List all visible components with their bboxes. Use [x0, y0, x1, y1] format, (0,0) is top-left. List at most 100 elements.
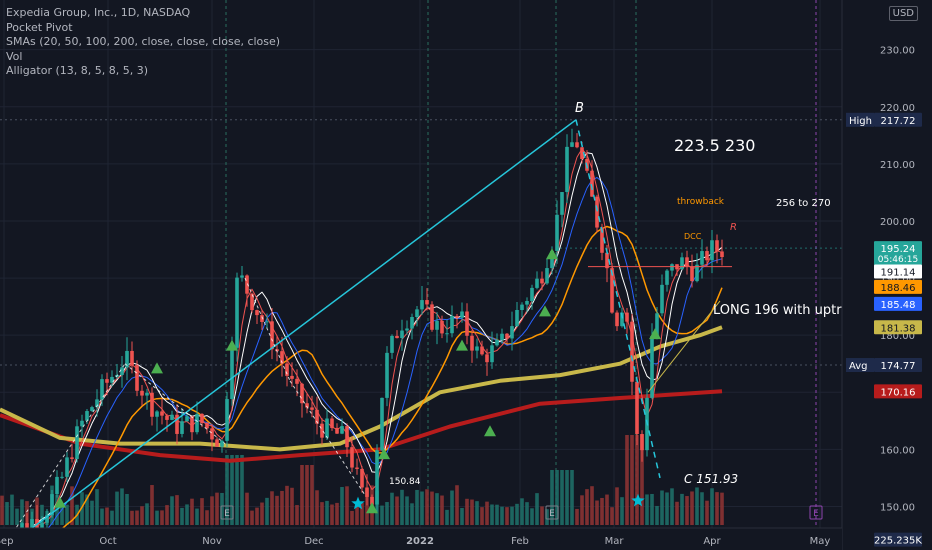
volume-bar — [265, 497, 269, 525]
dec-low-label: 150.84 — [389, 477, 421, 487]
candle-body — [625, 312, 629, 322]
candle-body — [335, 427, 339, 434]
candle-body — [255, 310, 259, 316]
candle-body — [450, 315, 454, 334]
candle-body — [465, 311, 469, 336]
candle-body — [595, 196, 599, 228]
dcc-label: DCC — [684, 232, 702, 241]
candle-body — [260, 315, 264, 322]
candle-body — [235, 277, 239, 348]
volume-bar — [285, 485, 289, 525]
candle-body — [180, 421, 184, 434]
indicator-pocket-pivot[interactable]: Pocket Pivot — [6, 20, 73, 34]
candle-body — [240, 275, 244, 278]
indicator-alligator[interactable]: Alligator (13, 8, 5, 8, 5, 3) — [6, 64, 149, 77]
volume-bar — [135, 510, 139, 525]
volume-bar — [630, 435, 634, 525]
volume-bar — [130, 510, 134, 525]
candle-body — [45, 515, 49, 523]
candle-body — [380, 397, 384, 451]
currency-badge[interactable]: USD — [888, 6, 918, 21]
candle-body — [170, 414, 174, 420]
swing-line — [0, 363, 126, 550]
candle-body — [80, 420, 84, 427]
volume-bar — [305, 465, 309, 525]
indicator-smas[interactable]: SMAs (20, 50, 100, 200, close, close, cl… — [6, 35, 281, 48]
candle-body — [395, 335, 399, 339]
candle-body — [40, 522, 44, 528]
candle-body — [345, 426, 349, 448]
candle-body — [565, 146, 569, 193]
time-tick-label: Apr — [703, 536, 721, 547]
volume-bar — [110, 510, 114, 525]
symbol-title[interactable]: Expedia Group, Inc., 1D, NASDAQ — [6, 6, 191, 19]
volume-bar — [410, 503, 414, 525]
candle-body — [480, 346, 484, 355]
volume-bar — [85, 494, 89, 525]
candle-body — [365, 487, 369, 497]
candle-body — [720, 251, 724, 258]
candle-body — [295, 378, 299, 384]
candle-body — [105, 379, 109, 383]
volume-bar — [530, 508, 534, 525]
volume-bar — [490, 504, 494, 525]
volume-bar — [190, 498, 194, 525]
candle-body — [280, 351, 284, 364]
candle-body — [695, 264, 699, 282]
volume-bar — [345, 486, 349, 525]
candle-body — [640, 434, 644, 451]
price-tag-bg — [874, 241, 922, 266]
indicator-vol[interactable]: Vol — [6, 49, 23, 63]
candle-body — [320, 423, 324, 438]
candle-body — [370, 496, 374, 505]
volume-bar — [390, 492, 394, 525]
candle-body — [545, 268, 549, 284]
volume-bar — [380, 505, 384, 525]
low-star-marker — [351, 496, 365, 510]
price-tag-bg — [874, 112, 922, 127]
volume-bar — [270, 491, 274, 525]
time-tick-label: Sep — [0, 536, 13, 547]
alligator-jaw-line — [1, 177, 723, 550]
volume-bar — [145, 503, 149, 525]
volume-bar — [90, 500, 94, 525]
volume-bar — [10, 494, 14, 525]
volume-bar — [435, 493, 439, 525]
time-tick-label: Nov — [202, 536, 222, 547]
volume-bar — [315, 490, 319, 525]
pocket-pivot-marker — [456, 339, 468, 351]
volume-bar — [215, 492, 219, 525]
volume-bar — [655, 505, 659, 525]
volume-bar — [710, 488, 714, 525]
volume-bar — [470, 499, 474, 525]
pocket-pivot-marker — [539, 305, 551, 317]
volume-bar — [320, 502, 324, 525]
candle-body — [715, 240, 719, 252]
price-tag-bg — [874, 320, 922, 335]
candle-body — [515, 309, 519, 327]
volume-bar — [430, 491, 434, 525]
candle-body — [120, 367, 124, 375]
candle-body — [65, 457, 69, 477]
candle-body — [390, 335, 394, 353]
volume-bar — [175, 495, 179, 525]
price-tag-countdown: 05:46:15 — [878, 255, 918, 265]
volume-bar — [160, 510, 164, 525]
price-tag-value: 181.38 — [881, 323, 916, 334]
candle-body — [535, 278, 539, 288]
candle-body — [610, 268, 614, 313]
volume-bar — [420, 491, 424, 525]
volume-bar — [230, 455, 234, 525]
volume-bar — [200, 498, 204, 525]
volume-bar — [450, 490, 454, 525]
volume-bar — [565, 470, 569, 525]
candle-body — [160, 411, 164, 416]
candle-body — [530, 287, 534, 301]
wave-b-label: B — [575, 101, 584, 116]
earnings-marker-label: E — [549, 509, 555, 519]
candle-body — [110, 376, 114, 383]
target-range-label: 256 to 270 — [776, 198, 831, 209]
candle-body — [95, 399, 99, 408]
candle-body — [575, 142, 579, 148]
